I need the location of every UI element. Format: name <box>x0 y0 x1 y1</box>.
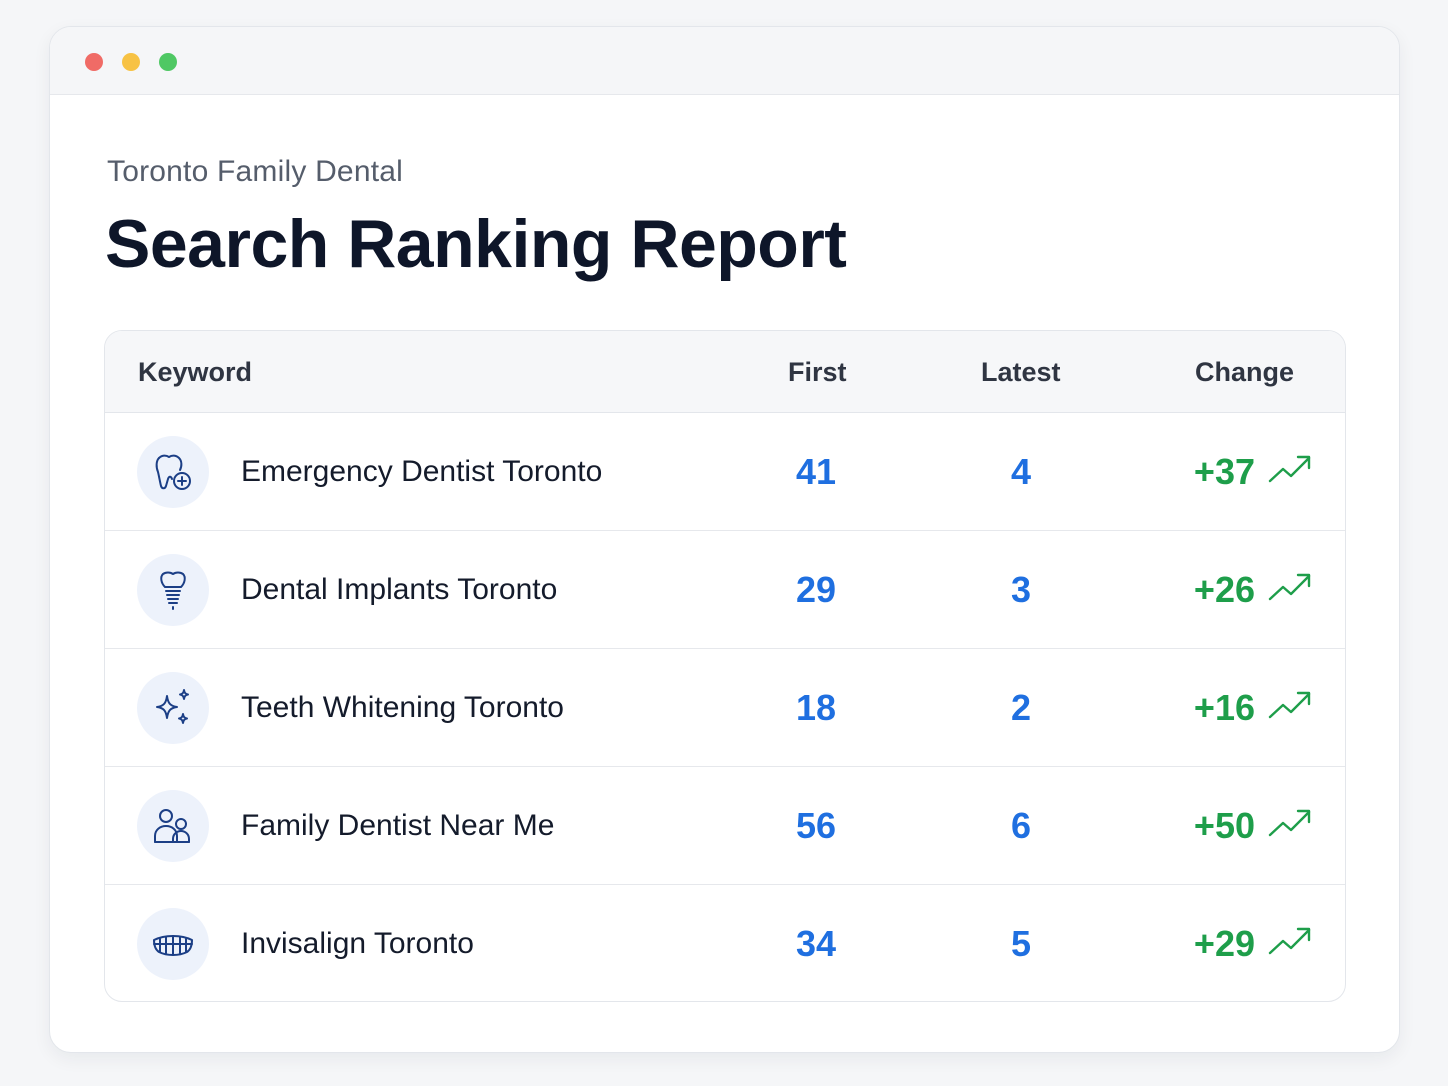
clinic-name: Toronto Family Dental <box>107 155 403 188</box>
table-row: Family Dentist Near Me 56 6 +50 <box>105 767 1345 885</box>
dental-implant-icon <box>137 554 209 626</box>
table-header: Keyword First Latest Change <box>105 331 1345 413</box>
keyword-label: Family Dentist Near Me <box>241 809 555 842</box>
rank-change: +29 <box>1193 923 1255 964</box>
table-row: Teeth Whitening Toronto 18 2 +16 <box>105 649 1345 767</box>
latest-rank: 6 <box>1010 805 1032 846</box>
table-row: Invisalign Toronto 34 5 +29 <box>105 885 1345 1001</box>
latest-rank: 2 <box>1010 687 1032 728</box>
teeth-aligner-icon <box>137 908 209 980</box>
latest-rank: 3 <box>1010 569 1032 610</box>
rank-change: +50 <box>1193 805 1255 846</box>
close-window-button[interactable] <box>85 53 103 71</box>
latest-rank: 4 <box>1010 451 1032 492</box>
trending-up-icon <box>1268 809 1311 837</box>
latest-rank: 5 <box>1010 923 1032 964</box>
first-rank: 18 <box>795 687 837 728</box>
first-rank: 29 <box>795 569 837 610</box>
minimize-window-button[interactable] <box>122 53 140 71</box>
column-header-change: Change <box>1195 357 1295 387</box>
trending-up-icon <box>1268 691 1311 719</box>
keyword-label: Dental Implants Toronto <box>241 573 558 606</box>
first-rank: 34 <box>795 923 837 964</box>
ranking-table: Keyword First Latest Change Emergency De… <box>104 330 1346 1002</box>
first-rank: 41 <box>795 451 837 492</box>
column-header-latest: Latest <box>981 357 1061 387</box>
family-icon <box>137 790 209 862</box>
page-title: Search Ranking Report <box>105 206 847 282</box>
trending-up-icon <box>1268 455 1311 483</box>
column-header-keyword: Keyword <box>138 357 253 387</box>
keyword-label: Invisalign Toronto <box>241 927 474 960</box>
trending-up-icon <box>1268 927 1311 955</box>
maximize-window-button[interactable] <box>159 53 177 71</box>
table-row: Dental Implants Toronto 29 3 +26 <box>105 531 1345 649</box>
column-header-first: First <box>788 357 847 387</box>
window-titlebar <box>50 27 1399 95</box>
table-row: Emergency Dentist Toronto 41 4 +37 <box>105 413 1345 531</box>
sparkles-icon <box>137 672 209 744</box>
tooth-plus-icon <box>137 436 209 508</box>
keyword-label: Emergency Dentist Toronto <box>241 455 603 488</box>
app-window: Toronto Family Dental Search Ranking Rep… <box>49 26 1400 1053</box>
keyword-label: Teeth Whitening Toronto <box>241 691 564 724</box>
first-rank: 56 <box>795 805 837 846</box>
rank-change: +26 <box>1193 569 1255 610</box>
trending-up-icon <box>1268 573 1311 601</box>
rank-change: +37 <box>1193 451 1255 492</box>
rank-change: +16 <box>1193 687 1255 728</box>
